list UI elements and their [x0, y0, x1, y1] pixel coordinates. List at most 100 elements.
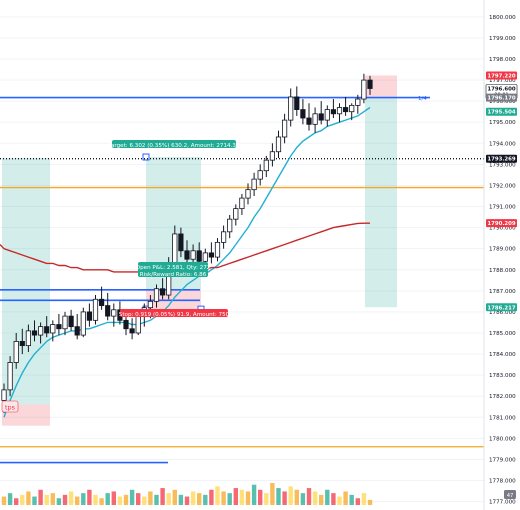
candle — [349, 103, 355, 121]
stop-label-bg — [120, 309, 228, 317]
volume-bar — [68, 491, 74, 505]
volume-bar — [251, 484, 257, 505]
volume-bar — [190, 491, 196, 505]
corner-badge-bg — [504, 490, 516, 499]
candle — [227, 214, 233, 239]
candle-body-down — [367, 79, 373, 89]
candle-body-down — [178, 233, 184, 252]
candle-body-down — [86, 311, 92, 321]
candle-body-up — [349, 104, 355, 113]
candle — [214, 238, 221, 262]
volume-bar — [312, 491, 318, 505]
candle — [92, 295, 99, 325]
y-tick-label: 1792.000 — [489, 183, 516, 189]
candle-body-up — [111, 309, 117, 317]
candle-body-down — [294, 96, 300, 110]
grid — [0, 16, 484, 503]
candle-body-up — [214, 241, 221, 258]
candle-body-up — [355, 98, 361, 106]
volume-bar — [215, 486, 220, 505]
y-tick-label: 1780.000 — [489, 436, 516, 442]
tps-label: tps — [5, 404, 16, 412]
candle — [99, 286, 105, 310]
candle-body-down — [99, 298, 105, 306]
y-tick-label: 1784.000 — [489, 352, 516, 358]
volume-bar — [245, 491, 251, 505]
candle — [239, 193, 245, 215]
candle — [19, 328, 25, 355]
candle — [245, 183, 251, 205]
volume-bar — [81, 493, 86, 505]
candle — [184, 240, 190, 266]
candle — [105, 292, 111, 321]
candle-body-up — [312, 113, 318, 125]
candle-body-up — [50, 324, 56, 334]
volume-bar — [325, 489, 330, 505]
volume-bar — [20, 494, 25, 505]
candle — [312, 107, 318, 133]
candle-body-up — [190, 250, 196, 260]
volume-bar — [148, 491, 153, 505]
stop-label-text: Stop: 0.919 (0.05%) 91.9, Amount: 750 — [119, 312, 230, 318]
price-tag: 1795.504 — [486, 107, 517, 116]
candle-body-down — [208, 252, 214, 258]
candle-body-up — [263, 159, 269, 172]
volume-bar — [319, 494, 324, 505]
price-tag: 1797.220 — [486, 71, 517, 80]
y-tick-label: 1781.000 — [489, 415, 516, 421]
candle — [7, 356, 13, 397]
candle — [50, 320, 56, 342]
volume-bar — [123, 494, 129, 505]
volume-bar — [99, 498, 104, 505]
y-tick-label: 1794.000 — [489, 141, 516, 147]
y-axis[interactable]: 1800.000 1799.000 1798.000 1797.000 1796.000… — [489, 15, 516, 506]
candle-body-up — [135, 315, 141, 334]
price-tag-bg — [486, 71, 517, 80]
volume-bar — [367, 499, 373, 505]
y-tick-label: 1795.000 — [489, 120, 516, 126]
candle-body-up — [361, 79, 367, 100]
price-tag-bg — [486, 154, 517, 163]
price-tag: 1793.269 — [486, 154, 517, 163]
volume-bar — [56, 498, 62, 505]
volume-bar — [349, 494, 354, 505]
volume-bar — [203, 494, 208, 505]
loss-zone — [365, 75, 397, 97]
candle — [13, 332, 19, 369]
volume-bar — [62, 494, 68, 505]
volume-bar — [32, 496, 37, 505]
target-label: Target: 6.302 (0.35%) 630.2, Amount: 271… — [107, 140, 240, 149]
candle — [367, 75, 373, 95]
candle-body-down — [159, 288, 166, 296]
candle-body-down — [74, 326, 80, 336]
candle — [56, 314, 62, 336]
volume-bar — [160, 488, 165, 505]
candle — [62, 311, 68, 336]
position-handle — [142, 153, 150, 161]
tps-badge: tps — [1, 400, 19, 413]
volume-bar — [355, 498, 360, 505]
volume-bar — [111, 491, 116, 505]
candle — [208, 242, 214, 264]
candle — [31, 320, 38, 342]
candle-body-up — [220, 231, 227, 243]
candle-body-up — [92, 298, 99, 321]
candle-body-up — [245, 189, 251, 199]
target-label-bg — [112, 140, 236, 148]
open-pnl-label-text: Risk/Reward Ratio: 6.86 — [140, 272, 207, 278]
y-tick-label: 1789.000 — [489, 247, 516, 253]
price-tags: 1797.2201796.60000:011796.1701795.504179… — [485, 71, 518, 499]
target-label-text: Target: 6.302 (0.35%) 630.2, Amount: 271… — [107, 143, 239, 149]
candle-body-up — [269, 151, 276, 161]
candle-body-up — [1, 389, 7, 401]
y-tick-label: 1791.000 — [489, 205, 516, 211]
candle-body-up — [239, 197, 245, 210]
price-tag-bg — [486, 303, 517, 312]
price-tag: 1796.170 — [486, 93, 517, 102]
candle-body-down — [184, 250, 190, 260]
candle-body-up — [227, 218, 233, 233]
candle-body-up — [336, 107, 343, 115]
y-tick-label: 1790.000 — [489, 226, 516, 232]
